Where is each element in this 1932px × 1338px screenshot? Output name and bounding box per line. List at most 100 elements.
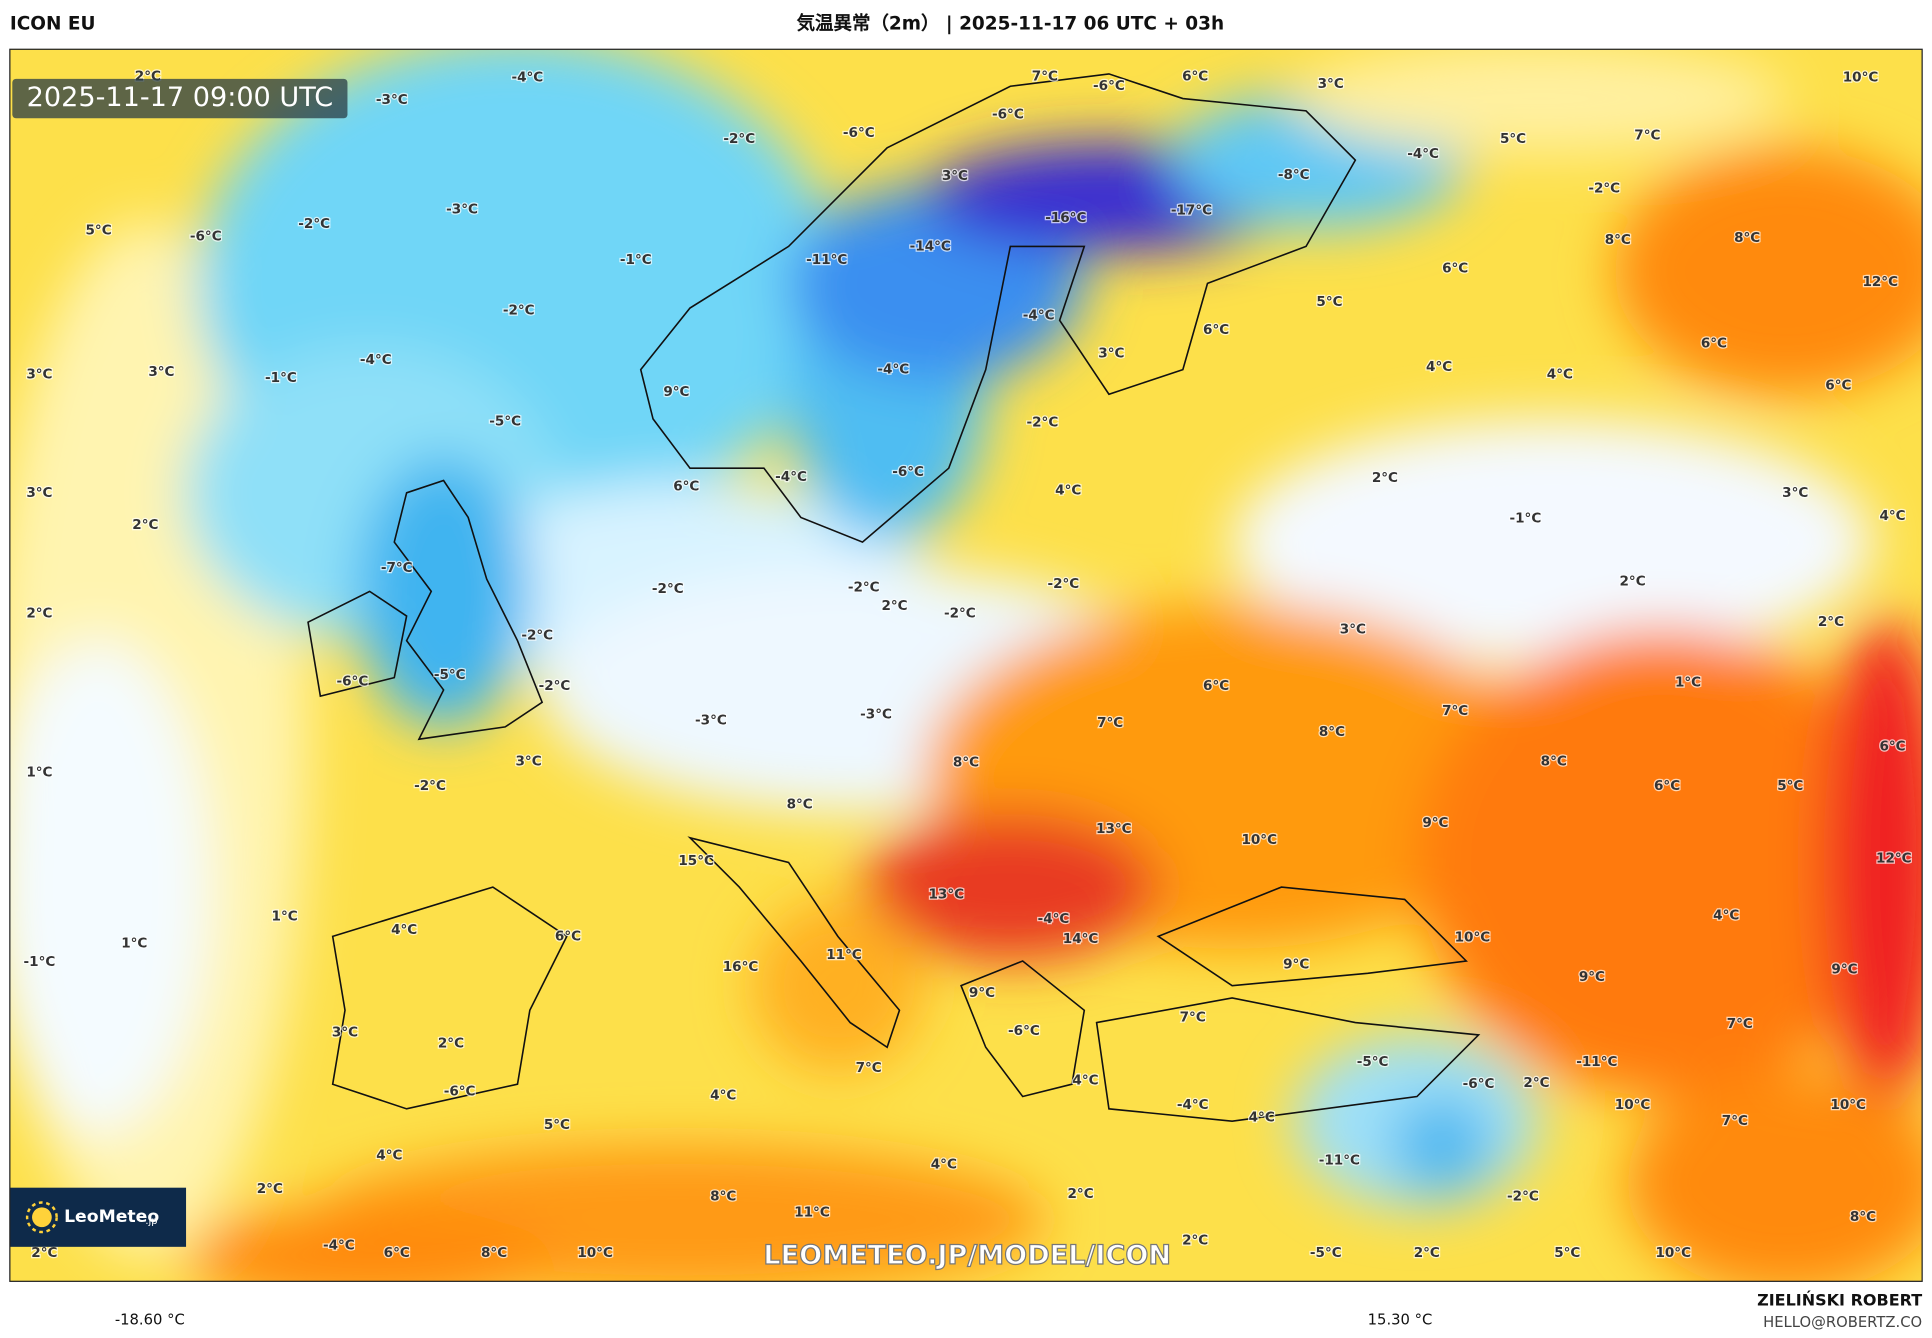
anomaly-label: 10°C — [1615, 1097, 1651, 1113]
anomaly-label: 7°C — [1727, 1016, 1753, 1032]
anomaly-label: 13°C — [928, 886, 964, 902]
anomaly-label: -4°C — [1038, 911, 1070, 927]
anomaly-label: -17°C — [1171, 203, 1212, 219]
anomaly-label: -2°C — [944, 606, 976, 622]
anomaly-label: 1°C — [272, 909, 298, 925]
anomaly-label: 7°C — [1032, 68, 1058, 84]
anomaly-label: 7°C — [1442, 703, 1468, 719]
anomaly-blob — [1392, 1096, 1491, 1196]
anomaly-label: 10°C — [577, 1245, 613, 1261]
anomaly-label: -6°C — [892, 464, 924, 480]
anomaly-label: -2°C — [298, 216, 330, 232]
anomaly-label: 7°C — [1722, 1113, 1748, 1129]
anomaly-blob — [1232, 418, 1873, 666]
anomaly-field — [9, 49, 1923, 1282]
colorbar-min: -18.60 °C — [115, 1312, 185, 1329]
anomaly-label: 16°C — [723, 959, 759, 975]
anomaly-label: -6°C — [337, 673, 369, 689]
anomaly-label: 4°C — [1879, 508, 1905, 524]
anomaly-label: -4°C — [360, 352, 392, 368]
anomaly-label: 2°C — [1414, 1245, 1440, 1261]
anomaly-label: -8°C — [1278, 167, 1310, 183]
anomaly-blob — [357, 455, 530, 727]
time-box — [12, 78, 348, 119]
anomaly-label: 8°C — [481, 1245, 507, 1261]
map-area: -4°C -3°C 2°C -2°C -6°C -6°C 7°C -6°C 6°C 3°C 10°C… — [9, 49, 1923, 1282]
anomaly-label: -5°C — [489, 413, 521, 429]
anomaly-label: 2°C — [1182, 1233, 1208, 1249]
anomaly-label: 9°C — [1831, 962, 1857, 978]
anomaly-label: 15°C — [678, 853, 714, 869]
anomaly-label: -11°C — [1319, 1153, 1360, 1169]
anomaly-blob — [1614, 147, 1923, 395]
anomaly-label: -4°C — [323, 1238, 355, 1254]
anomaly-blob — [9, 640, 210, 1134]
anomaly-label: 8°C — [1734, 230, 1760, 246]
logo-suffix: .jp — [145, 1216, 157, 1227]
anomaly-label: 8°C — [1605, 232, 1631, 248]
anomaly-label: 1°C — [26, 764, 52, 780]
anomaly-label: 5°C — [544, 1117, 570, 1133]
anomaly-label: 4°C — [1426, 359, 1452, 375]
anomaly-label: -5°C — [1310, 1245, 1342, 1261]
anomaly-label: -1°C — [24, 954, 56, 970]
anomaly-label: 3°C — [1782, 485, 1808, 501]
anomaly-label: 5°C — [1316, 294, 1342, 310]
anomaly-label: -11°C — [806, 252, 847, 268]
anomaly-label: 8°C — [787, 797, 813, 813]
map-frame — [9, 48, 1923, 1282]
anomaly-label: 12°C — [1876, 851, 1912, 867]
anomaly-label: 4°C — [1249, 1109, 1275, 1125]
anomaly-label: 3°C — [26, 367, 52, 383]
anomaly-label: -4°C — [877, 362, 909, 378]
anomaly-label: 10°C — [1655, 1245, 1691, 1261]
anomaly-label: -2°C — [503, 302, 535, 318]
anomaly-label: -2°C — [539, 678, 571, 694]
anomaly-label: 7°C — [856, 1060, 882, 1076]
anomaly-label: 10°C — [1455, 930, 1491, 946]
anomaly-blob — [1293, 49, 1787, 154]
anomaly-label: -2°C — [414, 778, 446, 794]
anomaly-label: 8°C — [953, 755, 979, 771]
anomaly-label: 4°C — [1547, 367, 1573, 383]
anomaly-label: -2°C — [1027, 415, 1059, 431]
anomaly-label: 6°C — [1825, 378, 1851, 394]
anomaly-label: 7°C — [1097, 715, 1123, 731]
anomaly-label: -1°C — [1510, 511, 1542, 527]
anomaly-label: 3°C — [1340, 622, 1366, 638]
anomaly-label: 6°C — [1203, 322, 1229, 338]
contact: HELLO@ROBERTZ.CO — [1763, 1314, 1922, 1331]
anomaly-blob — [1626, 1071, 1923, 1282]
anomaly-label: -1°C — [620, 252, 652, 268]
anomaly-label: -5°C — [1357, 1054, 1389, 1070]
anomaly-label: -3°C — [695, 713, 727, 729]
anomaly-label: -6°C — [190, 229, 222, 245]
anomaly-label: 4°C — [391, 922, 417, 938]
anomaly-label: 1°C — [121, 936, 147, 952]
anomaly-label: -7°C — [381, 560, 413, 576]
anomaly-blob — [1823, 616, 1923, 1109]
anomaly-label: 3°C — [516, 753, 542, 769]
watermark: LEOMETEO.JP/MODEL/ICON — [763, 1240, 1171, 1271]
anomaly-label: 4°C — [710, 1087, 736, 1103]
anomaly-label: 1°C — [1675, 675, 1701, 691]
anomaly-label: 8°C — [1850, 1209, 1876, 1225]
anomaly-label: 4°C — [1713, 907, 1739, 923]
anomaly-label: 10°C — [1241, 832, 1277, 848]
anomaly-label: -4°C — [1177, 1097, 1209, 1113]
anomaly-label: 6°C — [1442, 261, 1468, 277]
anomaly-label: 12°C — [1862, 274, 1898, 290]
anomaly-label: 2°C — [31, 1245, 57, 1261]
anomaly-label: -14°C — [910, 238, 951, 254]
anomaly-label: 14°C — [1063, 931, 1099, 947]
anomaly-label: 6°C — [1701, 336, 1727, 352]
anomaly-label: -2°C — [1507, 1188, 1539, 1204]
anomaly-label: -4°C — [1023, 307, 1055, 323]
anomaly-label: 10°C — [1843, 70, 1879, 86]
anomaly-label: -4°C — [511, 70, 543, 86]
map-labels: -4°C -3°C 2°C -2°C -6°C -6°C 7°C -6°C 6°C 3°C 10°C… — [22, 67, 1913, 1262]
anomaly-label: -6°C — [1093, 78, 1125, 94]
anomaly-label: 6°C — [1654, 778, 1680, 794]
anomaly-blob — [184, 1207, 555, 1282]
anomaly-label: -3°C — [860, 707, 892, 723]
